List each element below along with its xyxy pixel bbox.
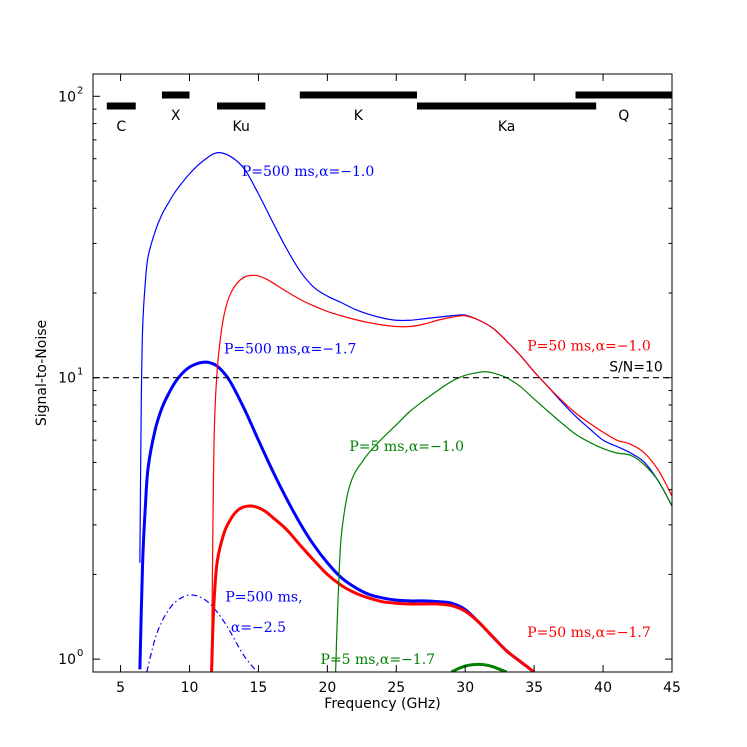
- series-annotation-7: P=5 ms,α=−1.7: [320, 652, 435, 668]
- x-tick-label: 40: [594, 680, 612, 696]
- y-tick-exponent: 2: [77, 85, 83, 96]
- band-label-k: K: [354, 108, 364, 124]
- series-annotation-4: P=500 ms,: [225, 590, 302, 606]
- band-labels: C X Ku K Ka Q: [116, 108, 629, 135]
- threshold-label: S/N=10: [609, 360, 663, 376]
- series-annotation-2: P=500 ms,α=−1.7: [224, 341, 356, 357]
- series-annotation-3: P=5 ms,α=−1.0: [349, 439, 464, 455]
- x-tick-label: 15: [250, 680, 268, 696]
- series-annotation-6: P=50 ms,α=−1.7: [527, 625, 651, 641]
- band-bar-ku: [217, 102, 266, 110]
- x-tick-label: 30: [456, 680, 474, 696]
- x-axis-label: Frequency (GHz): [324, 696, 440, 712]
- y-tick-label: 10: [58, 652, 76, 668]
- band-label-q: Q: [618, 108, 629, 124]
- series-lines: [138, 152, 672, 672]
- series-line-6: [450, 662, 508, 672]
- band-label-c: C: [116, 119, 126, 135]
- series-line-1: [138, 360, 536, 672]
- series-line-0: [139, 152, 672, 563]
- series-line-4: [210, 504, 536, 672]
- plot-frame: [92, 73, 673, 673]
- series-annotation-5: α=−2.5: [231, 620, 286, 636]
- x-tick-label: 5: [116, 680, 125, 696]
- band-label-x: X: [171, 108, 181, 124]
- x-tick-label: 25: [387, 680, 405, 696]
- series-line-5: [335, 371, 672, 672]
- band-label-ku: Ku: [233, 119, 250, 135]
- y-tick-exponent: 1: [77, 367, 83, 378]
- band-bar-x: [161, 91, 190, 99]
- x-tick-label: 10: [181, 680, 199, 696]
- threshold-line: S/N=10: [93, 360, 672, 379]
- band-bar-ka: [416, 102, 597, 110]
- x-tick-label: 20: [318, 680, 336, 696]
- series-line-3: [210, 274, 672, 670]
- series-annotation-1: P=50 ms,α=−1.0: [527, 338, 651, 354]
- band-label-ka: Ka: [498, 119, 516, 135]
- frequency-bands: [106, 91, 672, 110]
- y-tick-exponent: 0: [77, 648, 83, 659]
- x-tick-label: 45: [663, 680, 681, 696]
- series-annotations: P=500 ms,α=−1.0P=50 ms,α=−1.0P=500 ms,α=…: [224, 164, 651, 668]
- band-bar-q: [575, 91, 672, 99]
- y-axis-label: Signal-to-Noise: [34, 320, 50, 426]
- y-tick-label: 10: [58, 371, 76, 387]
- x-tick-label: 35: [525, 680, 543, 696]
- band-bar-c: [106, 102, 136, 110]
- y-tick-label: 10: [58, 89, 76, 105]
- band-bar-k: [299, 91, 417, 99]
- series-annotation-0: P=500 ms,α=−1.0: [242, 164, 374, 180]
